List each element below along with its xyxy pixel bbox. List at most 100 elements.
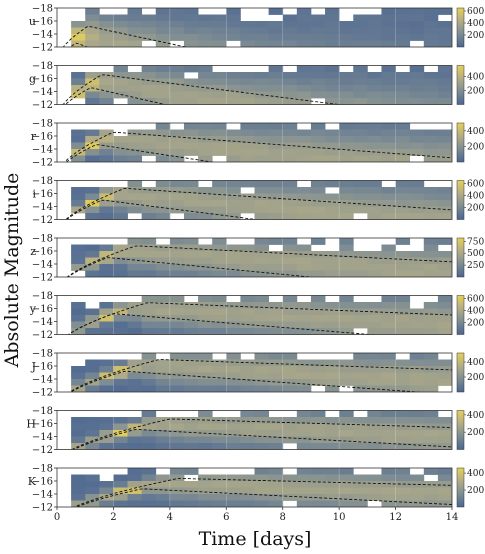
heatmap-cell [240, 481, 255, 488]
heatmap-cell [113, 494, 128, 501]
heatmap-cell [310, 315, 326, 322]
colorbar [456, 352, 465, 393]
heatmap-cell [113, 315, 128, 322]
heatmap-cell [409, 257, 425, 265]
heatmap-cell [155, 91, 171, 99]
heatmap-cell [99, 359, 114, 367]
heatmap-cell [226, 72, 241, 79]
heatmap-cell [395, 200, 411, 207]
heatmap-cell [99, 251, 114, 258]
heatmap-cell [155, 40, 171, 47]
panel-H: −18 −16 −14 −12 H 200 400 [26, 406, 484, 456]
heatmap-cell [85, 436, 100, 444]
heatmap-cell [395, 379, 411, 386]
heatmap-cell [296, 372, 312, 380]
heatmap-cell [169, 238, 185, 245]
y-tick-label: −14 [32, 145, 53, 156]
heatmap-cell [409, 251, 425, 258]
heatmap-cell [395, 180, 411, 188]
heatmap-cell [437, 430, 452, 437]
heatmap-cell [423, 142, 439, 150]
heatmap-cell [113, 155, 128, 162]
heatmap-cell [141, 238, 157, 245]
panel-r: −18 −16 −14 −12 r 200 400 [31, 119, 485, 169]
heatmap-cell [71, 72, 86, 79]
heatmap-cell [325, 27, 340, 35]
heatmap-cell [254, 180, 270, 188]
heatmap-cell [99, 443, 114, 450]
heatmap-cell [254, 410, 270, 418]
heatmap-cell [198, 78, 213, 86]
heatmap-cell [254, 129, 270, 137]
heatmap-cell [339, 379, 354, 386]
heatmap-cell [183, 359, 199, 367]
heatmap-cell [423, 417, 439, 424]
heatmap-cell [381, 423, 396, 431]
heatmap-cell [353, 187, 368, 194]
y-tick-label: −12 [32, 43, 53, 54]
y-tick-label: −16 [32, 189, 53, 200]
heatmap-cell [254, 34, 270, 41]
heatmap-cell [409, 187, 425, 194]
heatmap-cell [240, 366, 255, 373]
heatmap-cell [169, 257, 185, 265]
heatmap-cell [395, 98, 411, 105]
heatmap-cell [254, 295, 270, 303]
heatmap-cell [282, 264, 298, 271]
heatmap-cell [367, 129, 382, 137]
colorbar-tick-label: 400 [467, 19, 484, 29]
heatmap-cell [71, 200, 86, 207]
heatmap-cell [254, 40, 270, 47]
heatmap-cell [423, 85, 439, 92]
heatmap-cell [282, 21, 298, 28]
heatmap-cell [395, 264, 411, 271]
heatmap-cell [141, 264, 157, 271]
heatmap-cell [169, 206, 185, 214]
heatmap-cell [113, 14, 128, 22]
heatmap-cell [212, 372, 227, 380]
heatmap-cell [240, 302, 255, 309]
colorbar-tick-label: 400 [467, 73, 484, 83]
colorbar-tick-label: 750 [467, 237, 484, 247]
heatmap-cell [282, 123, 298, 130]
heatmap-cell [155, 21, 171, 28]
heatmap-cell [169, 474, 185, 482]
heatmap-cell [437, 193, 452, 201]
heatmap-cell [409, 206, 425, 214]
heatmap-cell [169, 270, 185, 277]
heatmap-cell [127, 180, 143, 188]
heatmap-cell [409, 430, 425, 437]
heatmap-cell [353, 129, 368, 137]
heatmap-cell [212, 270, 227, 277]
heatmap-cell [85, 14, 100, 22]
heatmap-cell [127, 302, 143, 309]
heatmap-cell [296, 417, 312, 424]
heatmap-cell [381, 436, 396, 444]
y-tick-label: −18 [32, 464, 53, 475]
heatmap-cell [141, 270, 157, 277]
heatmap-cell [169, 14, 185, 22]
heatmap-cell [99, 149, 114, 156]
heatmap-cell [212, 238, 227, 245]
heatmap-cell [127, 257, 143, 265]
heatmap-cell [240, 410, 255, 418]
lower-curve [64, 87, 167, 105]
heatmap-cell [183, 85, 199, 92]
heatmap-cell [395, 257, 411, 265]
heatmap-cell [310, 142, 326, 150]
heatmap-cell [99, 78, 114, 86]
heatmap-cell [381, 308, 396, 316]
heatmap-cell [367, 180, 382, 188]
heatmap-cell [85, 21, 100, 28]
heatmap-cell [282, 308, 298, 316]
y-tick-label: −16 [32, 362, 53, 373]
heatmap-cell [198, 187, 213, 194]
heatmap-cell [395, 366, 411, 373]
heatmap-cell [367, 149, 382, 156]
colorbar-tick-label: 400 [467, 307, 484, 317]
y-tick-label: −16 [32, 419, 53, 430]
heatmap-cell [339, 494, 354, 501]
heatmap-cell [353, 27, 368, 35]
heatmap-cell [325, 321, 340, 329]
heatmap-cell [282, 34, 298, 41]
